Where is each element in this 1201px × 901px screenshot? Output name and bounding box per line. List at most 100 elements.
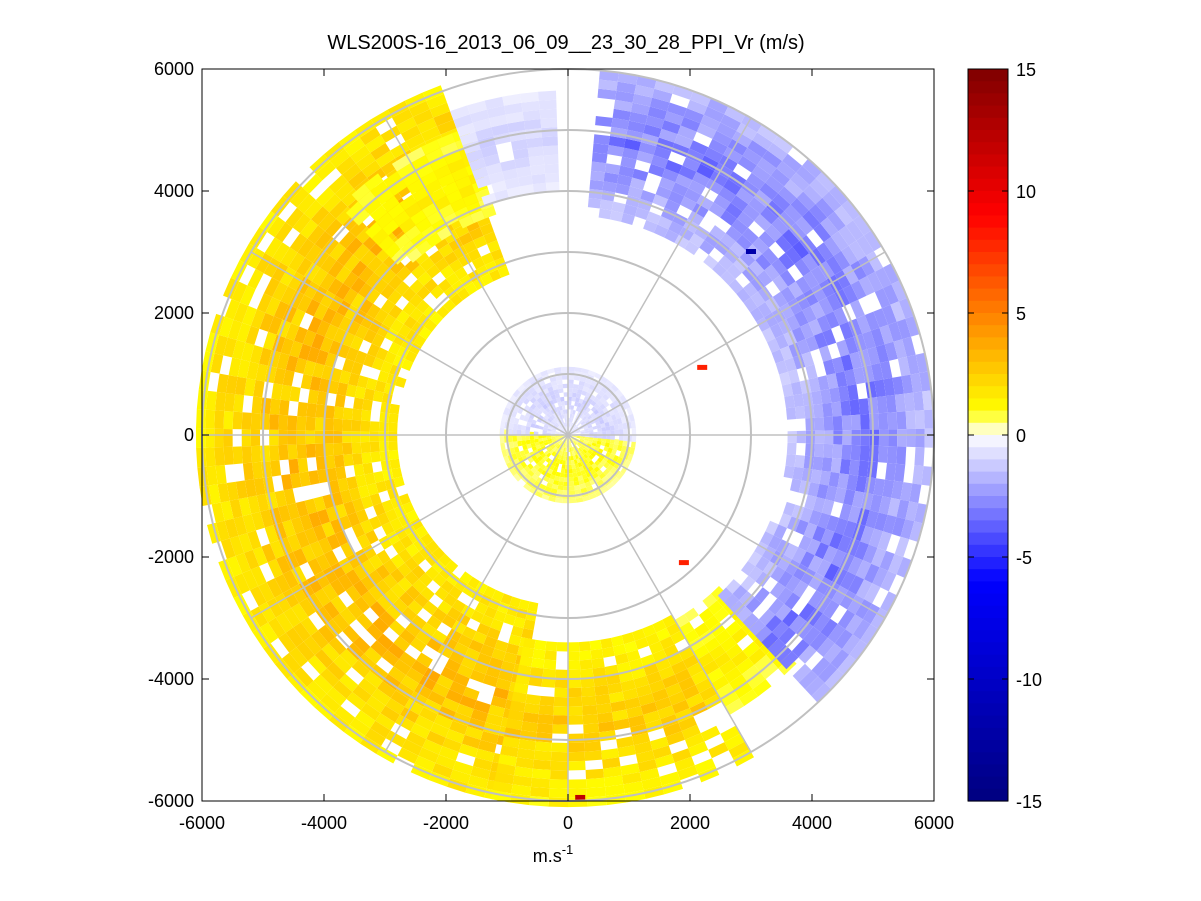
velocity-cell <box>503 652 518 664</box>
velocity-cell <box>846 474 858 491</box>
velocity-cell <box>574 426 579 430</box>
velocity-cell <box>549 779 568 789</box>
velocity-cell <box>305 430 315 445</box>
velocity-cell <box>724 666 742 684</box>
velocity-cell <box>707 98 729 115</box>
velocity-cell <box>748 260 765 277</box>
velocity-cell <box>559 472 565 478</box>
velocity-cell <box>752 679 772 697</box>
velocity-cell <box>553 479 559 486</box>
velocity-cell <box>572 392 577 398</box>
velocity-cell <box>378 421 389 432</box>
velocity-cell <box>561 437 565 441</box>
velocity-cell <box>445 729 465 744</box>
velocity-cell <box>632 732 651 746</box>
velocity-cell <box>603 417 609 424</box>
velocity-cell <box>649 97 670 112</box>
velocity-cell <box>411 565 426 580</box>
velocity-cell <box>741 114 762 133</box>
velocity-cell <box>580 409 586 415</box>
velocity-cell <box>840 354 854 372</box>
velocity-cell <box>843 520 857 539</box>
velocity-cell <box>551 437 556 441</box>
velocity-cell <box>324 550 339 567</box>
velocity-cell <box>196 409 206 429</box>
velocity-cell <box>303 360 316 376</box>
velocity-cell <box>401 739 423 756</box>
velocity-cell <box>290 187 310 208</box>
velocity-cell <box>414 593 429 608</box>
velocity-cell <box>652 88 673 103</box>
velocity-cell <box>666 731 685 746</box>
velocity-cell <box>612 444 619 450</box>
velocity-cell <box>575 454 579 460</box>
velocity-cell <box>583 458 589 465</box>
velocity-cell <box>548 797 568 808</box>
velocity-cell <box>307 558 323 576</box>
velocity-cell <box>550 414 556 420</box>
velocity-cell <box>597 437 602 442</box>
velocity-cell <box>570 438 574 442</box>
velocity-cell <box>588 460 595 466</box>
velocity-cell <box>855 599 873 620</box>
velocity-cell <box>740 575 756 592</box>
velocity-cell <box>381 650 400 667</box>
velocity-cell <box>643 220 658 233</box>
velocity-cell <box>825 485 838 502</box>
velocity-cell <box>346 602 364 620</box>
velocity-cell <box>777 587 793 604</box>
velocity-cell <box>622 147 639 160</box>
velocity-cell <box>342 431 352 443</box>
velocity-cell <box>609 210 624 222</box>
velocity-cell <box>224 518 239 539</box>
velocity-cell <box>848 459 860 476</box>
velocity-cell <box>326 661 346 681</box>
velocity-cell <box>296 416 307 431</box>
velocity-cell <box>232 411 243 430</box>
velocity-cell <box>529 396 537 404</box>
velocity-cell <box>401 170 421 187</box>
velocity-cell <box>779 303 795 319</box>
velocity-cell <box>850 299 865 319</box>
velocity-cell <box>654 754 675 768</box>
velocity-cell <box>581 695 597 707</box>
velocity-cell <box>534 441 540 447</box>
velocity-cell <box>514 766 533 778</box>
velocity-cell <box>518 739 536 751</box>
azimuth-spoke <box>250 434 569 619</box>
velocity-cell <box>516 463 524 471</box>
velocity-cell <box>544 422 550 427</box>
velocity-cell <box>550 770 568 780</box>
velocity-cell <box>700 725 721 742</box>
velocity-cell <box>656 627 671 642</box>
velocity-cell <box>333 430 343 444</box>
velocity-cell <box>736 606 753 623</box>
velocity-cell <box>568 392 573 397</box>
velocity-cell <box>584 438 589 442</box>
velocity-cell <box>370 601 386 618</box>
velocity-cell <box>395 714 415 732</box>
velocity-cell <box>856 235 874 256</box>
velocity-cell <box>772 291 788 308</box>
velocity-cell <box>858 398 870 415</box>
velocity-cell <box>556 458 561 464</box>
velocity-cell <box>305 416 316 431</box>
velocity-cell <box>872 567 889 588</box>
velocity-cell <box>321 521 335 538</box>
velocity-cell <box>371 357 385 371</box>
velocity-cell <box>350 335 364 351</box>
velocity-cell <box>858 276 875 296</box>
velocity-cell <box>705 178 724 195</box>
x-tick-label: -2000 <box>423 813 469 833</box>
velocity-cell <box>511 453 518 461</box>
velocity-cell <box>347 170 368 189</box>
velocity-cell <box>620 416 627 424</box>
velocity-cell <box>555 436 560 440</box>
velocity-cell <box>484 606 498 619</box>
velocity-cell <box>789 615 806 634</box>
velocity-cell <box>546 435 551 438</box>
velocity-cell <box>835 371 848 388</box>
velocity-cell <box>708 600 724 616</box>
velocity-cell <box>525 430 530 435</box>
velocity-cell <box>453 114 473 129</box>
